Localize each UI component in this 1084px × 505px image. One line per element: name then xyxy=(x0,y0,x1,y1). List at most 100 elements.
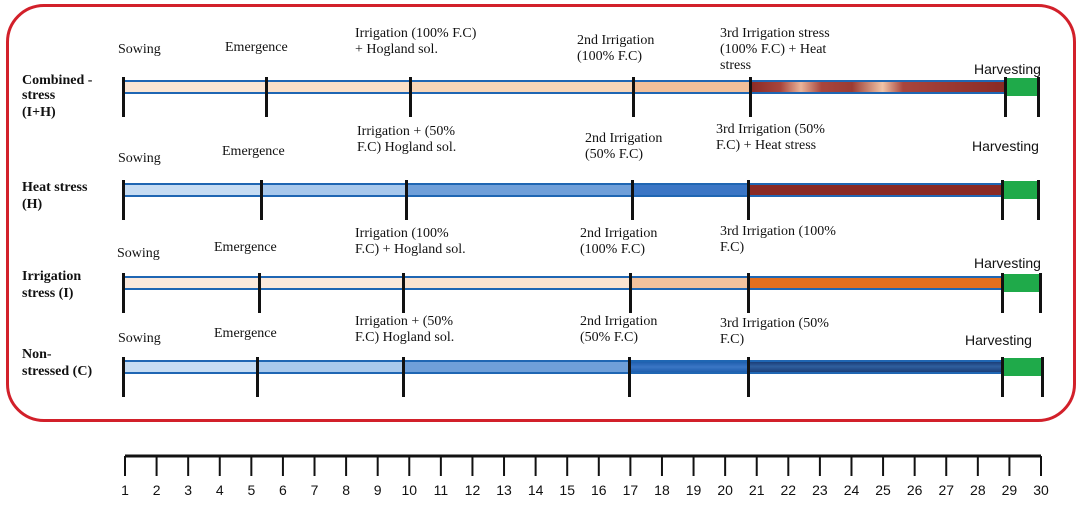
harvest-segment xyxy=(1002,358,1042,376)
harvest-label: Harvesting xyxy=(974,61,1041,77)
scale-tick-label: 1 xyxy=(121,482,129,498)
stage-segment xyxy=(403,360,629,374)
stage-tick xyxy=(632,77,635,117)
scale-tick-label: 16 xyxy=(591,482,607,498)
stage-segment xyxy=(633,80,750,94)
stage-label: (100% F.C) xyxy=(577,49,642,64)
stage-tick xyxy=(747,273,750,313)
scale-tick-label: 23 xyxy=(812,482,828,498)
scale-tick-label: 25 xyxy=(875,482,891,498)
stage-segment xyxy=(123,360,257,374)
stage-tick xyxy=(1037,77,1040,117)
harvest-label: Harvesting xyxy=(974,255,1041,271)
stage-label: 2nd Irrigation xyxy=(585,131,663,146)
scale-tick-label: 13 xyxy=(496,482,512,498)
stage-label: Irrigation (100% xyxy=(355,226,449,241)
stage-label: 3rd Irrigation stress xyxy=(720,26,830,41)
scale-tick-label: 17 xyxy=(623,482,639,498)
stage-label: F.C) xyxy=(720,332,745,347)
stage-label: F.C) + Hogland sol. xyxy=(355,242,466,257)
scale-tick-label: 26 xyxy=(907,482,923,498)
treatment-label: Irrigation xyxy=(22,269,82,284)
stage-tick xyxy=(1001,273,1004,313)
timeline-frame xyxy=(6,4,1076,422)
scale-tick-label: 21 xyxy=(749,482,765,498)
scale-tick-label: 24 xyxy=(844,482,860,498)
stage-segment xyxy=(257,360,403,374)
stage-label: (50% F.C) xyxy=(585,147,643,162)
stage-tick xyxy=(628,357,631,397)
stage-segment xyxy=(630,276,748,290)
stage-label: Sowing xyxy=(118,42,161,57)
stage-tick xyxy=(258,273,261,313)
stage-tick xyxy=(122,77,125,117)
harvest-segment xyxy=(1002,274,1040,292)
stage-segment xyxy=(403,276,630,290)
stage-segment xyxy=(123,276,259,290)
stage-label: Irrigation + (50% xyxy=(355,314,454,329)
stage-tick xyxy=(1039,273,1042,313)
harvest-label: Harvesting xyxy=(972,138,1039,154)
stage-label: Emergence xyxy=(225,40,288,55)
stage-label: (100% F.C) xyxy=(580,242,645,257)
stage-segment xyxy=(259,276,403,290)
stage-segment xyxy=(261,183,406,197)
scale-tick-label: 10 xyxy=(401,482,417,498)
scale-tick-label: 7 xyxy=(311,482,319,498)
stage-segment xyxy=(123,183,261,197)
stage-segment xyxy=(266,80,410,94)
stage-label: 3rd Irrigation (50% xyxy=(716,122,825,137)
stage-tick xyxy=(629,273,632,313)
scale-tick-label: 8 xyxy=(342,482,350,498)
stage-label: 2nd Irrigation xyxy=(580,226,658,241)
treatment-label: Combined - xyxy=(22,73,93,88)
treatment-label: Non- xyxy=(22,347,52,362)
stage-tick xyxy=(122,273,125,313)
scale-tick-label: 15 xyxy=(559,482,575,498)
stage-tick xyxy=(1001,180,1004,220)
stage-label: F.C) Hogland sol. xyxy=(357,140,457,155)
scale-tick-label: 27 xyxy=(938,482,954,498)
stage-segment xyxy=(410,80,633,94)
harvest-segment xyxy=(1002,181,1038,199)
stage-tick xyxy=(265,77,268,117)
stage-segment xyxy=(629,360,748,374)
stage-tick xyxy=(1041,357,1044,397)
treatment-label: stress (I) xyxy=(22,286,74,301)
stage-tick xyxy=(402,273,405,313)
stage-tick xyxy=(1037,180,1040,220)
harvest-label: Harvesting xyxy=(965,332,1032,348)
scale-tick-label: 11 xyxy=(434,482,449,498)
scale-tick-label: 9 xyxy=(374,482,382,498)
stage-label: Emergence xyxy=(214,240,277,255)
stage-segment xyxy=(748,360,1002,374)
stage-segment xyxy=(748,183,1002,197)
treatment-label: stressed (C) xyxy=(22,364,93,379)
stage-segment xyxy=(123,80,266,94)
treatment-label: stress xyxy=(22,88,56,103)
stage-tick xyxy=(747,357,750,397)
stage-segment xyxy=(750,80,1005,94)
treatment-label: (I+H) xyxy=(22,105,56,120)
scale-tick-label: 3 xyxy=(184,482,192,498)
stage-tick xyxy=(631,180,634,220)
stage-tick xyxy=(1001,357,1004,397)
scale-tick-label: 12 xyxy=(465,482,481,498)
stage-label: Sowing xyxy=(118,331,161,346)
stage-label: 2nd Irrigation xyxy=(580,314,658,329)
stage-label: 3rd Irrigation (100% xyxy=(720,224,836,239)
stage-label: F.C) xyxy=(720,240,745,255)
stage-segment xyxy=(632,183,748,197)
treatment-label: (H) xyxy=(22,197,43,212)
stage-label: stress xyxy=(720,58,752,73)
stage-label: 3rd Irrigation (50% xyxy=(720,316,829,331)
stage-segment xyxy=(406,183,632,197)
scale-tick-label: 2 xyxy=(153,482,161,498)
scale-tick-label: 4 xyxy=(216,482,224,498)
stage-tick xyxy=(256,357,259,397)
stage-tick xyxy=(402,357,405,397)
stage-label: Irrigation + (50% xyxy=(357,124,456,139)
stage-tick xyxy=(260,180,263,220)
scale-tick-label: 22 xyxy=(781,482,797,498)
stage-label: Irrigation (100% F.C) xyxy=(355,26,477,41)
